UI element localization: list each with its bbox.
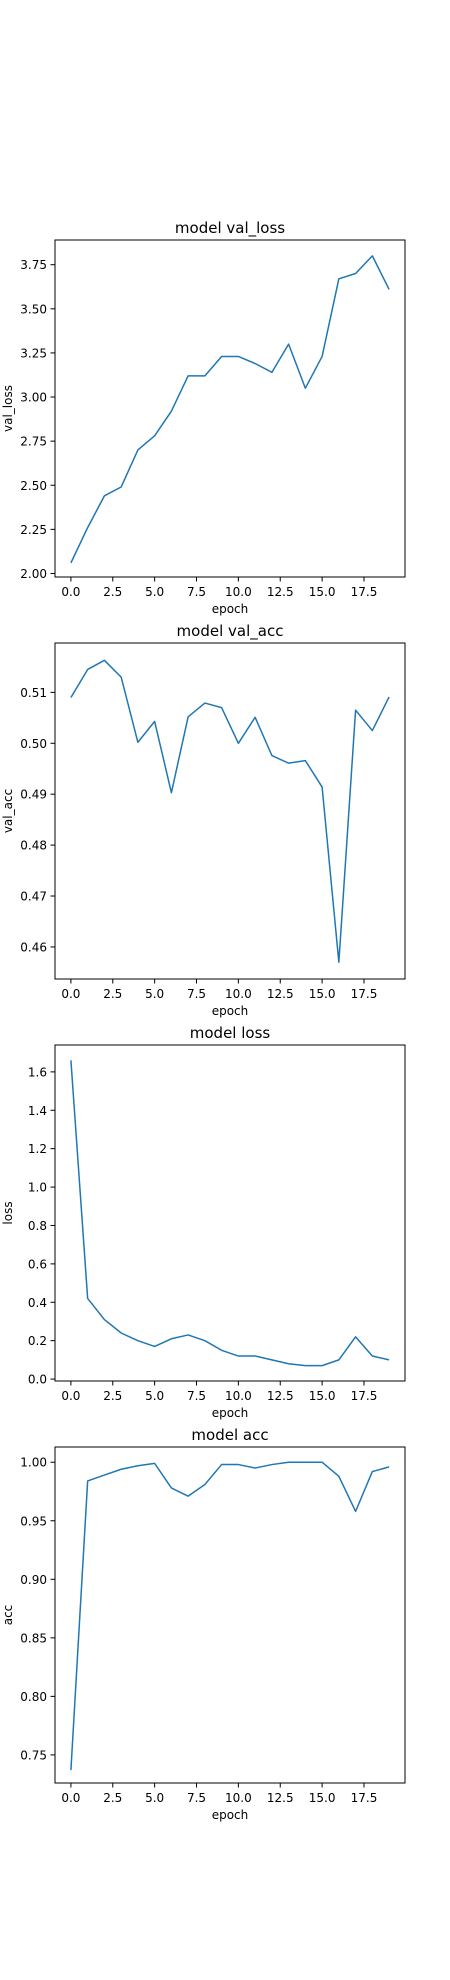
y-tick-label: 0.48: [20, 839, 47, 853]
y-tick-label: 0.2: [28, 1334, 47, 1348]
x-tick-label: 15.0: [309, 987, 336, 1001]
chart-panel: model acc 0.0 2.5 5.0 7.5 10.0 12.5 15.0 17.5 0.7…: [1, 1426, 406, 1822]
y-tick-label: 0.90: [20, 1573, 47, 1587]
x-tick-label: 15.0: [309, 1791, 336, 1805]
x-tick-label: 15.0: [309, 1389, 336, 1403]
y-tick-label: 0.6: [28, 1257, 47, 1271]
axes-frame: [54, 239, 406, 578]
x-tick-label: 10.0: [225, 987, 252, 1001]
x-tick-label: 0.0: [61, 1791, 80, 1805]
y-axis-label: acc: [1, 1605, 15, 1626]
x-tick-label: 10.0: [225, 585, 252, 599]
y-tick-label: 1.0: [28, 1181, 47, 1195]
x-axis-label: epoch: [212, 602, 249, 616]
y-tick-label: 0.8: [28, 1219, 47, 1233]
x-tick-label: 0.0: [61, 585, 80, 599]
y-tick-label: 2.50: [20, 479, 47, 493]
x-tick-label: 12.5: [267, 1791, 294, 1805]
y-axis-label: val_acc: [1, 789, 15, 833]
x-tick-label: 2.5: [103, 1389, 122, 1403]
chart-title: model loss: [190, 1024, 271, 1042]
y-tick-label: 0.4: [28, 1296, 47, 1310]
y-tick-label: 1.2: [28, 1142, 47, 1156]
x-tick-label: 7.5: [187, 585, 206, 599]
chart-panel: model val_acc 0.0 2.5 5.0 7.5 10.0 12.5 15.0 17.…: [1, 622, 406, 1018]
x-tick-label: 17.5: [351, 1389, 378, 1403]
x-tick-label: 2.5: [103, 1791, 122, 1805]
y-tick-label: 0.80: [20, 1690, 47, 1704]
chart-panel: model val_loss 0.0 2.5 5.0 7.5 10.0 12.5 15.0 17…: [1, 219, 406, 616]
axes-frame: [54, 1044, 406, 1382]
x-tick-label: 2.5: [103, 585, 122, 599]
y-tick-label: 0.0: [28, 1373, 47, 1387]
x-tick-label: 5.0: [145, 1389, 164, 1403]
y-tick-label: 0.75: [20, 1748, 47, 1762]
series-line: [70, 1461, 390, 1771]
y-tick-label: 3.75: [20, 258, 47, 272]
x-axis-label: epoch: [212, 1808, 249, 1822]
x-tick-label: 10.0: [225, 1791, 252, 1805]
chart-title: model val_loss: [175, 219, 285, 238]
chart-title: model val_acc: [177, 622, 284, 641]
x-tick-label: 7.5: [187, 987, 206, 1001]
x-axis-label: epoch: [212, 1406, 249, 1420]
y-tick-label: 2.75: [20, 435, 47, 449]
series-line: [70, 1060, 390, 1367]
axes-frame: [54, 642, 406, 980]
y-tick-label: 1.00: [20, 1456, 47, 1470]
x-tick-label: 0.0: [61, 987, 80, 1001]
y-tick-label: 1.4: [28, 1104, 47, 1118]
y-axis-label: loss: [1, 1201, 15, 1224]
y-tick-label: 0.95: [20, 1514, 47, 1528]
y-tick-label: 3.50: [20, 302, 47, 316]
x-tick-label: 2.5: [103, 987, 122, 1001]
y-tick-label: 0.85: [20, 1631, 47, 1645]
y-tick-label: 3.00: [20, 391, 47, 405]
x-tick-label: 17.5: [351, 987, 378, 1001]
y-tick-label: 0.51: [20, 686, 47, 700]
y-tick-label: 2.00: [20, 567, 47, 581]
x-tick-label: 17.5: [351, 1791, 378, 1805]
y-tick-label: 3.25: [20, 346, 47, 360]
y-tick-label: 1.6: [28, 1065, 47, 1079]
x-tick-label: 10.0: [225, 1389, 252, 1403]
axes-frame: [54, 1446, 406, 1784]
x-axis-label: epoch: [212, 1004, 249, 1018]
y-tick-label: 0.50: [20, 737, 47, 751]
x-tick-label: 5.0: [145, 1791, 164, 1805]
x-tick-label: 12.5: [267, 987, 294, 1001]
x-tick-label: 17.5: [351, 585, 378, 599]
x-tick-label: 12.5: [267, 1389, 294, 1403]
x-tick-label: 7.5: [187, 1389, 206, 1403]
y-tick-label: 0.47: [20, 890, 47, 904]
y-tick-label: 0.49: [20, 788, 47, 802]
x-tick-label: 5.0: [145, 987, 164, 1001]
x-tick-label: 15.0: [309, 585, 336, 599]
x-tick-label: 0.0: [61, 1389, 80, 1403]
x-tick-label: 5.0: [145, 585, 164, 599]
chart-panel: model loss 0.0 2.5 5.0 7.5 10.0 12.5 15.0 17.5 0.…: [1, 1024, 406, 1420]
x-tick-label: 12.5: [267, 585, 294, 599]
x-tick-label: 7.5: [187, 1791, 206, 1805]
y-axis-label: val_loss: [1, 385, 15, 432]
series-line: [70, 659, 390, 963]
series-line: [70, 255, 390, 564]
y-tick-label: 2.25: [20, 523, 47, 537]
y-tick-label: 0.46: [20, 940, 47, 954]
chart-title: model acc: [191, 1426, 268, 1444]
